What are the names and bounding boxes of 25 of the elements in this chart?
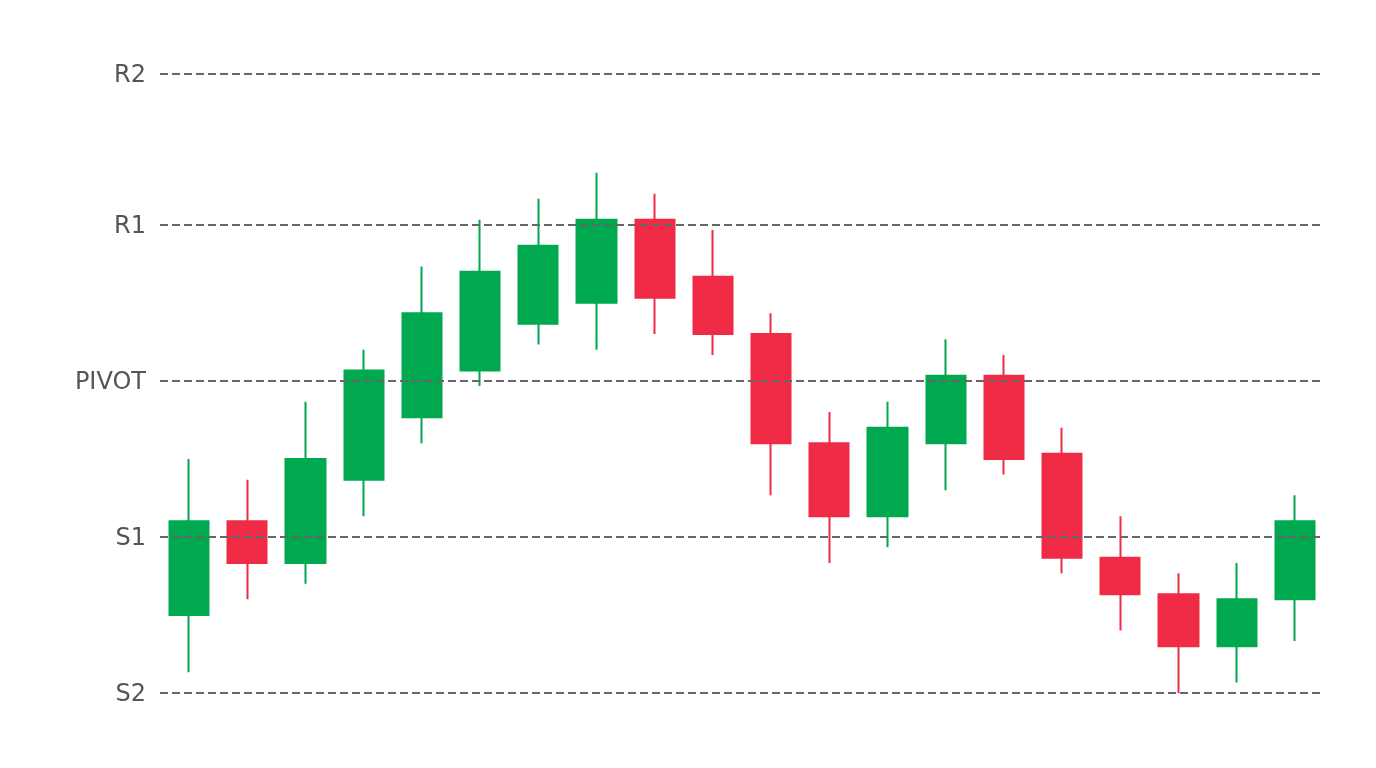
candlestick (459, 218, 501, 388)
ref-line-label: S1 (115, 522, 146, 551)
candlestick (1216, 561, 1258, 684)
candlestick (1099, 515, 1141, 632)
candlestick (925, 338, 967, 492)
candlestick (284, 400, 327, 585)
ref-line-label: PIVOT (74, 366, 147, 395)
candlestick (1157, 572, 1200, 694)
candlestick (692, 229, 734, 356)
ref-line-label: R1 (114, 210, 146, 239)
candlestick (983, 353, 1025, 476)
candlestick (401, 265, 443, 445)
candlestick (575, 171, 618, 351)
candlestick (808, 411, 850, 564)
candlestick (750, 312, 792, 497)
candlestick (343, 348, 385, 518)
ref-line-label: S2 (115, 679, 146, 707)
candlestick (168, 457, 210, 674)
candlestick (1041, 426, 1083, 575)
candlestick (226, 478, 268, 601)
candlestick (517, 197, 559, 346)
ref-line-label: R2 (114, 60, 146, 88)
candlestick (634, 192, 676, 336)
candlestick (1274, 494, 1316, 642)
candlestick (866, 400, 909, 549)
